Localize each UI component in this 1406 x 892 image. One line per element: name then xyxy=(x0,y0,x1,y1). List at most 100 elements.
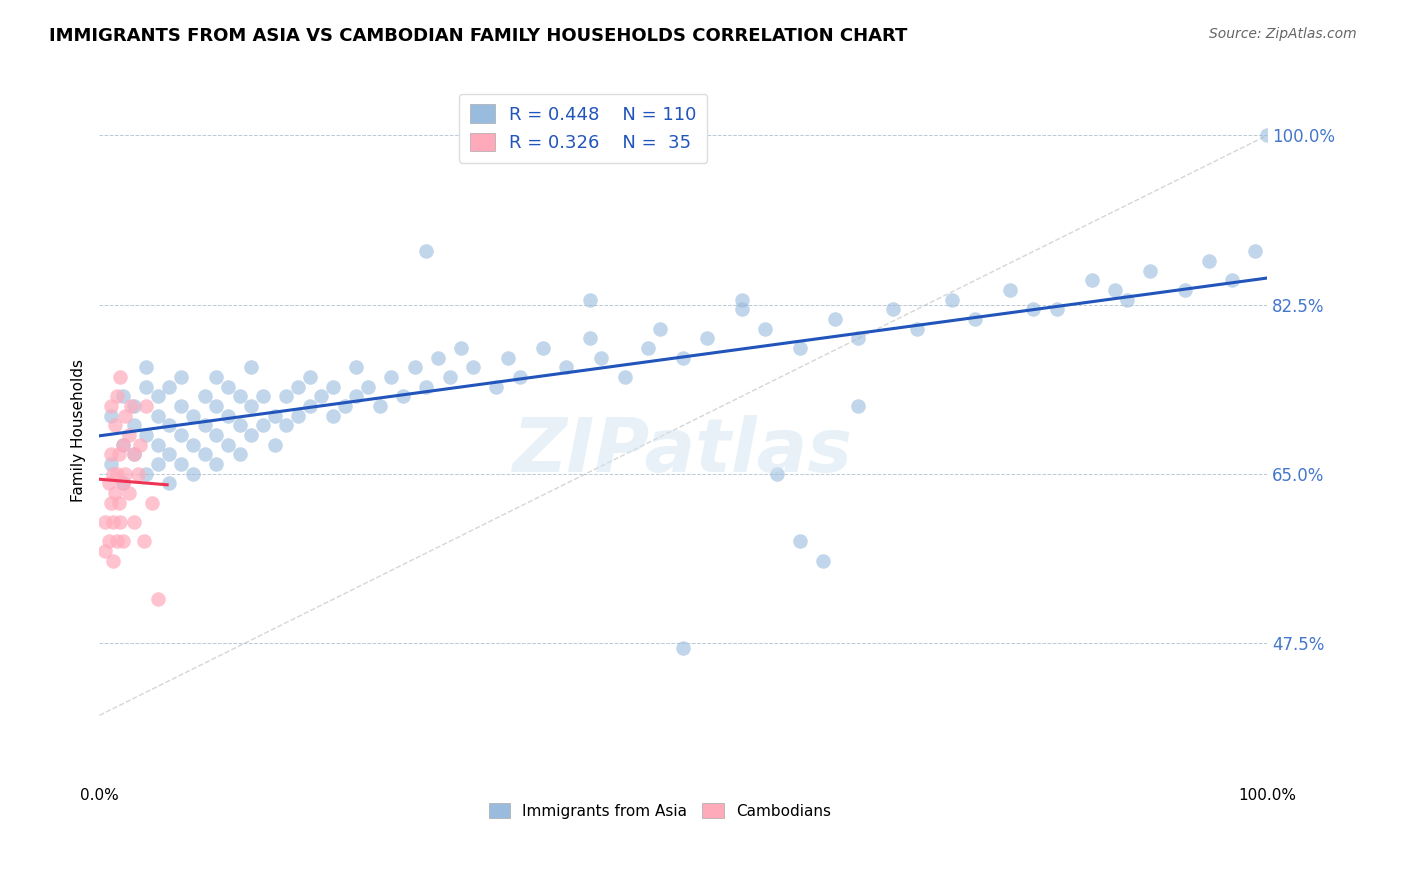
Point xyxy=(108,447,131,461)
Point xyxy=(181,438,204,452)
Point xyxy=(111,476,134,491)
Point xyxy=(146,409,169,423)
Point xyxy=(105,467,128,481)
Point xyxy=(461,360,484,375)
Point xyxy=(344,389,367,403)
Point xyxy=(672,351,695,365)
Point xyxy=(111,389,134,403)
Point xyxy=(1046,302,1069,317)
Point xyxy=(276,389,298,403)
Legend: Immigrants from Asia, Cambodians: Immigrants from Asia, Cambodians xyxy=(482,797,837,825)
Point xyxy=(217,380,239,394)
Point xyxy=(882,302,904,317)
Point xyxy=(1115,293,1137,307)
Point xyxy=(754,322,776,336)
Point xyxy=(309,389,332,403)
Point xyxy=(111,438,134,452)
Point xyxy=(110,515,132,529)
Point xyxy=(120,399,142,413)
Point xyxy=(104,418,127,433)
Point xyxy=(1198,254,1220,268)
Point xyxy=(846,399,869,413)
Point xyxy=(114,409,136,423)
Point xyxy=(240,399,263,413)
Point xyxy=(287,380,309,394)
Point xyxy=(263,409,285,423)
Point xyxy=(298,399,321,413)
Point xyxy=(205,370,228,384)
Point xyxy=(322,409,344,423)
Point xyxy=(998,283,1021,297)
Point xyxy=(813,554,835,568)
Point xyxy=(1174,283,1197,297)
Point xyxy=(846,331,869,345)
Point xyxy=(298,370,321,384)
Text: Source: ZipAtlas.com: Source: ZipAtlas.com xyxy=(1209,27,1357,41)
Point xyxy=(439,370,461,384)
Point xyxy=(135,380,157,394)
Point xyxy=(344,360,367,375)
Point xyxy=(357,380,380,394)
Point xyxy=(240,428,263,442)
Point xyxy=(170,457,193,471)
Point xyxy=(94,515,117,529)
Point xyxy=(97,476,120,491)
Point xyxy=(1104,283,1126,297)
Point xyxy=(368,399,391,413)
Point xyxy=(110,370,132,384)
Point xyxy=(124,515,146,529)
Point xyxy=(170,428,193,442)
Point xyxy=(193,389,215,403)
Point xyxy=(789,341,811,355)
Point xyxy=(392,389,415,403)
Point xyxy=(135,399,157,413)
Point xyxy=(963,312,986,326)
Point xyxy=(103,467,125,481)
Point xyxy=(648,322,671,336)
Point xyxy=(105,389,128,403)
Point xyxy=(159,447,181,461)
Point xyxy=(193,418,215,433)
Point xyxy=(1220,273,1243,287)
Point xyxy=(117,486,139,500)
Point xyxy=(905,322,928,336)
Point xyxy=(240,360,263,375)
Point xyxy=(427,351,450,365)
Point xyxy=(111,438,134,452)
Point xyxy=(380,370,402,384)
Point xyxy=(129,438,152,452)
Point xyxy=(1081,273,1104,287)
Point xyxy=(205,399,228,413)
Point xyxy=(94,544,117,558)
Point xyxy=(97,534,120,549)
Point xyxy=(159,418,181,433)
Point xyxy=(135,467,157,481)
Point xyxy=(132,534,155,549)
Point xyxy=(333,399,356,413)
Text: IMMIGRANTS FROM ASIA VS CAMBODIAN FAMILY HOUSEHOLDS CORRELATION CHART: IMMIGRANTS FROM ASIA VS CAMBODIAN FAMILY… xyxy=(49,27,908,45)
Text: ZIPatlas: ZIPatlas xyxy=(513,415,853,488)
Point xyxy=(135,360,157,375)
Point xyxy=(531,341,554,355)
Point xyxy=(104,486,127,500)
Point xyxy=(100,399,122,413)
Point xyxy=(322,380,344,394)
Point xyxy=(103,515,125,529)
Point xyxy=(730,302,752,317)
Point xyxy=(159,476,181,491)
Point xyxy=(591,351,613,365)
Point xyxy=(613,370,636,384)
Point xyxy=(205,428,228,442)
Point xyxy=(146,438,169,452)
Point xyxy=(252,389,274,403)
Point xyxy=(485,380,508,394)
Point xyxy=(672,640,695,655)
Point xyxy=(117,428,139,442)
Point xyxy=(100,496,122,510)
Point xyxy=(205,457,228,471)
Point xyxy=(696,331,718,345)
Point xyxy=(1244,244,1267,259)
Point xyxy=(789,534,811,549)
Point xyxy=(124,399,146,413)
Point xyxy=(578,331,600,345)
